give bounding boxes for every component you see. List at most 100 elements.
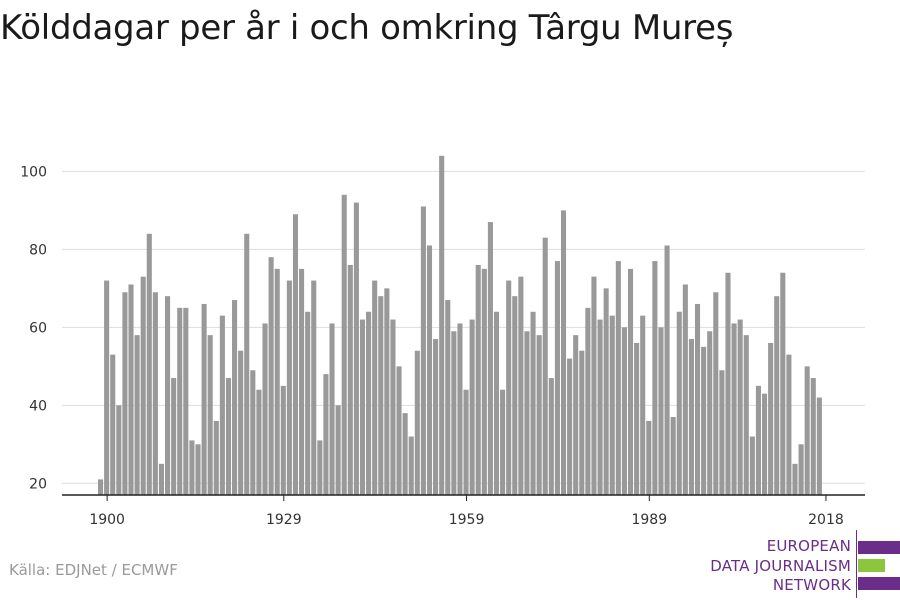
bar-1958 xyxy=(457,323,463,495)
bars xyxy=(98,155,822,496)
bar-2001 xyxy=(719,370,725,495)
bar-1922 xyxy=(238,350,244,495)
bar-1953 xyxy=(426,245,433,495)
bar-1935 xyxy=(317,440,323,495)
bar-1924 xyxy=(250,370,256,495)
bar-2010 xyxy=(774,296,780,495)
bar-1939 xyxy=(341,194,347,496)
bar-1965 xyxy=(500,389,506,495)
bar-2014 xyxy=(798,444,804,495)
bar-1948 xyxy=(396,366,402,495)
bar-1954 xyxy=(433,339,439,495)
bar-1919 xyxy=(219,315,225,495)
bar-1982 xyxy=(603,288,609,495)
bar-1911 xyxy=(171,378,177,495)
bar-1925 xyxy=(256,389,262,495)
bar-1917 xyxy=(207,335,213,495)
bar-1996 xyxy=(688,339,694,495)
bar-2009 xyxy=(768,342,774,495)
bar-1916 xyxy=(201,303,207,495)
bar-1978 xyxy=(579,350,585,495)
bar-1903 xyxy=(122,292,128,495)
y-axis-ticks: 20 40 60 80 100 xyxy=(20,164,47,492)
bar-1998 xyxy=(701,346,707,495)
bar-1995 xyxy=(682,284,688,495)
bar-1975 xyxy=(560,210,567,495)
bar-2017 xyxy=(816,397,822,495)
bar-1938 xyxy=(335,405,341,495)
bar-1943 xyxy=(366,311,372,495)
bar-1973 xyxy=(548,378,554,495)
bar-1950 xyxy=(408,436,414,495)
bar-1905 xyxy=(134,335,140,495)
bar-1944 xyxy=(372,280,378,495)
bar-2012 xyxy=(786,354,792,495)
bar-1908 xyxy=(152,292,158,495)
bar-1980 xyxy=(591,276,597,495)
bar-1923 xyxy=(244,233,250,495)
bar-1999 xyxy=(707,331,713,495)
bar-1901 xyxy=(110,354,116,495)
bar-1933 xyxy=(305,311,311,495)
bar-1971 xyxy=(536,335,542,495)
bar-1991 xyxy=(658,327,664,495)
bar-1921 xyxy=(232,300,238,495)
bar-1970 xyxy=(530,311,536,495)
bar-1962 xyxy=(481,268,487,495)
bar-2013 xyxy=(792,463,798,495)
bar-1909 xyxy=(158,463,165,495)
bar-2007 xyxy=(755,385,761,495)
bar-1929 xyxy=(280,385,286,495)
bar-1907 xyxy=(146,233,152,495)
y-tick-label: 100 xyxy=(20,164,47,180)
bar-1969 xyxy=(524,331,530,495)
bar-1946 xyxy=(384,288,390,495)
bar-1932 xyxy=(299,268,305,495)
bar-1918 xyxy=(213,420,219,495)
x-tick-label: 2018 xyxy=(808,512,844,528)
bar-1961 xyxy=(475,264,481,495)
logo-line-1: EUROPEAN xyxy=(766,537,851,555)
bar-1987 xyxy=(634,342,640,495)
chart-title: Kölddagar per år i och omkring Târgu Mur… xyxy=(0,8,734,48)
bar-1899 xyxy=(98,479,104,495)
bar-1910 xyxy=(165,296,171,495)
bar-1955 xyxy=(439,155,445,496)
bar-1928 xyxy=(274,268,280,495)
bar-1959 xyxy=(463,389,469,495)
logo-divider xyxy=(856,530,857,598)
bar-1913 xyxy=(183,307,189,495)
bar-1977 xyxy=(573,335,579,495)
bar-1947 xyxy=(390,319,396,495)
bar-2002 xyxy=(725,272,731,495)
edjnet-logo: EUROPEAN DATA JOURNALISM NETWORK xyxy=(700,530,900,598)
bar-1981 xyxy=(597,319,603,495)
bar-1992 xyxy=(664,245,670,495)
bar-1900 xyxy=(104,280,110,495)
bar-2005 xyxy=(743,335,749,495)
bar-1990 xyxy=(652,261,658,495)
bar-1957 xyxy=(451,331,457,495)
bar-1951 xyxy=(414,350,420,495)
logo-bar-purple-bottom xyxy=(858,577,900,590)
bar-1986 xyxy=(627,268,634,495)
bar-2003 xyxy=(731,323,737,495)
bar-2016 xyxy=(810,378,816,495)
bar-1966 xyxy=(506,280,512,495)
bar-1945 xyxy=(378,296,384,495)
x-tick-label: 1929 xyxy=(266,512,302,528)
bar-2006 xyxy=(749,436,755,495)
bar-1974 xyxy=(554,261,560,495)
y-tick-label: 20 xyxy=(29,476,47,492)
bar-1931 xyxy=(292,214,299,495)
bar-1989 xyxy=(646,420,652,495)
bar-1926 xyxy=(262,323,268,495)
bar-2011 xyxy=(780,272,786,495)
bar-2015 xyxy=(804,366,810,495)
bar-1952 xyxy=(420,206,426,496)
bar-1997 xyxy=(694,303,701,495)
bar-1967 xyxy=(512,296,518,495)
bar-1956 xyxy=(445,300,451,495)
y-tick-label: 80 xyxy=(29,242,47,258)
